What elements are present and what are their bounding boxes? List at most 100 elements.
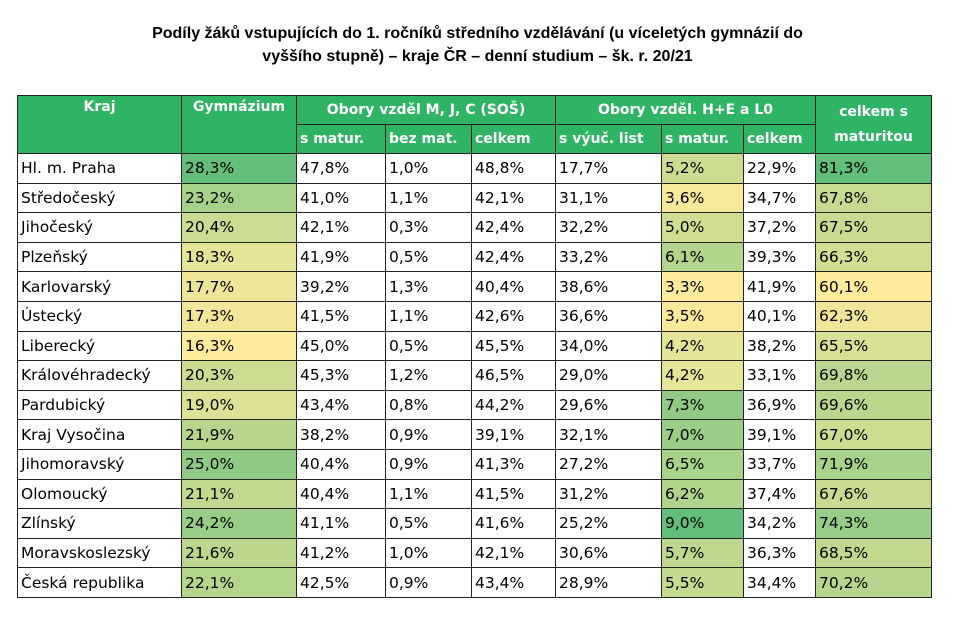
- cell-celkem-2: 39,1%: [743, 419, 816, 450]
- cell-s-matur: 41,2%: [296, 537, 386, 569]
- cell-total: 67,8%: [815, 182, 932, 214]
- table-row: Jihomoravský 25,0% 40,4% 0,9% 41,3% 27,2% 6,5%…: [17, 448, 932, 480]
- cell-gymnazium: 18,3%: [181, 241, 297, 273]
- table-row: Středočeský 23,2% 41,0% 1,1% 42,1% 31,1% 3,6% 3…: [17, 182, 932, 214]
- cell-gymnazium: 22,1%: [181, 567, 297, 598]
- cell-gymnazium: 20,4%: [181, 212, 297, 243]
- table-row: Hl. m. Praha 28,3% 47,8% 1,0% 48,8% 17,7% 5,2%…: [17, 153, 932, 184]
- cell-bez-mat: 1,1%: [385, 478, 472, 510]
- cell-s-vyuc: 29,0%: [555, 360, 662, 391]
- cell-bez-mat: 0,8%: [385, 389, 472, 421]
- cell-kraj: Karlovarský: [17, 271, 182, 302]
- cell-celkem: 41,6%: [471, 508, 556, 539]
- table-row: Moravskoslezský 21,6% 41,2% 1,0% 42,1% 30,6% 5…: [17, 537, 932, 569]
- table-row: Plzeňský 18,3% 41,9% 0,5% 42,4% 33,2% 6,1% 39,3…: [17, 241, 932, 273]
- cell-celkem-2: 39,3%: [743, 241, 816, 273]
- cell-s-matur-2: 5,2%: [661, 153, 744, 184]
- cell-celkem-2: 37,4%: [743, 478, 816, 510]
- cell-s-matur-2: 6,5%: [661, 448, 744, 480]
- cell-bez-mat: 0,9%: [385, 448, 472, 480]
- header-total-line-2: maturitou: [834, 128, 913, 145]
- cell-bez-mat: 1,2%: [385, 360, 472, 391]
- cell-celkem-2: 41,9%: [743, 271, 816, 302]
- cell-s-vyuc: 27,2%: [555, 448, 662, 480]
- cell-total: 71,9%: [815, 448, 932, 480]
- title-line-2: vyššího stupně) – kraje ČR – denní studi…: [262, 48, 693, 65]
- cell-gymnazium: 16,3%: [181, 330, 297, 362]
- cell-kraj: Česká republika: [17, 567, 182, 598]
- cell-celkem: 42,1%: [471, 182, 556, 214]
- cell-s-matur-2: 5,0%: [661, 212, 744, 243]
- cell-gymnazium: 20,3%: [181, 360, 297, 391]
- cell-celkem: 42,1%: [471, 537, 556, 569]
- cell-kraj: Zlínský: [17, 508, 182, 539]
- cell-celkem: 42,4%: [471, 212, 556, 243]
- cell-s-matur: 38,2%: [296, 419, 386, 450]
- table-row: Jihočeský 20,4% 42,1% 0,3% 42,4% 32,2% 5,0% 37,…: [17, 212, 932, 243]
- cell-s-matur-2: 3,6%: [661, 182, 744, 214]
- cell-celkem: 48,8%: [471, 153, 556, 184]
- cell-s-matur: 40,4%: [296, 478, 386, 510]
- cell-celkem: 39,1%: [471, 419, 556, 450]
- cell-s-matur: 43,4%: [296, 389, 386, 421]
- cell-kraj: Moravskoslezský: [17, 537, 182, 569]
- table-row: Zlínský 24,2% 41,1% 0,5% 41,6% 25,2% 9,0% 34,2%…: [17, 508, 932, 539]
- cell-gymnazium: 21,1%: [181, 478, 297, 510]
- cell-s-matur: 40,4%: [296, 448, 386, 480]
- table-row: Královéhradecký 20,3% 45,3% 1,2% 46,5% 29,0% 4…: [17, 360, 932, 391]
- cell-s-matur: 41,1%: [296, 508, 386, 539]
- cell-celkem-2: 33,1%: [743, 360, 816, 391]
- table-row: Liberecký 16,3% 45,0% 0,5% 45,5% 34,0% 4,2% 38,…: [17, 330, 932, 362]
- cell-bez-mat: 0,9%: [385, 567, 472, 598]
- cell-s-matur: 41,0%: [296, 182, 386, 214]
- header-s-matur: s matur.: [296, 124, 386, 154]
- cell-celkem: 41,3%: [471, 448, 556, 480]
- cell-celkem-2: 38,2%: [743, 330, 816, 362]
- cell-celkem-2: 33,7%: [743, 448, 816, 480]
- cell-celkem: 44,2%: [471, 389, 556, 421]
- cell-s-matur: 39,2%: [296, 271, 386, 302]
- header-s-vyuc: s výuč. list: [555, 124, 662, 154]
- cell-kraj: Pardubický: [17, 389, 182, 421]
- table-row: Olomoucký 21,1% 40,4% 1,1% 41,5% 31,2% 6,2% 37,…: [17, 478, 932, 510]
- cell-gymnazium: 28,3%: [181, 153, 297, 184]
- cell-total: 66,3%: [815, 241, 932, 273]
- cell-total: 67,6%: [815, 478, 932, 510]
- cell-total: 81,3%: [815, 153, 932, 184]
- table-title: Podíly žáků vstupujících do 1. ročníků s…: [0, 22, 955, 68]
- cell-celkem-2: 40,1%: [743, 300, 816, 332]
- cell-total: 69,6%: [815, 389, 932, 421]
- cell-total: 65,5%: [815, 330, 932, 362]
- header-total-line-1: celkem s: [839, 103, 908, 120]
- cell-kraj: Liberecký: [17, 330, 182, 362]
- cell-celkem: 45,5%: [471, 330, 556, 362]
- cell-celkem-2: 37,2%: [743, 212, 816, 243]
- cell-s-matur-2: 4,2%: [661, 360, 744, 391]
- cell-total: 67,0%: [815, 419, 932, 450]
- cell-gymnazium: 23,2%: [181, 182, 297, 214]
- cell-bez-mat: 0,3%: [385, 212, 472, 243]
- cell-celkem: 40,4%: [471, 271, 556, 302]
- cell-s-vyuc: 30,6%: [555, 537, 662, 569]
- cell-celkem-2: 34,2%: [743, 508, 816, 539]
- cell-celkem: 46,5%: [471, 360, 556, 391]
- table-row: Karlovarský 17,7% 39,2% 1,3% 40,4% 38,6% 3,3% 4…: [17, 271, 932, 302]
- cell-kraj: Kraj Vysočina: [17, 419, 182, 450]
- cell-celkem: 42,4%: [471, 241, 556, 273]
- cell-bez-mat: 0,5%: [385, 241, 472, 273]
- header-celkem-2: celkem: [743, 124, 816, 154]
- cell-s-matur-2: 3,5%: [661, 300, 744, 332]
- cell-kraj: Olomoucký: [17, 478, 182, 510]
- cell-gymnazium: 21,6%: [181, 537, 297, 569]
- cell-s-matur: 45,3%: [296, 360, 386, 391]
- cell-bez-mat: 1,0%: [385, 153, 472, 184]
- cell-gymnazium: 24,2%: [181, 508, 297, 539]
- cell-s-vyuc: 32,1%: [555, 419, 662, 450]
- cell-bez-mat: 0,5%: [385, 330, 472, 362]
- cell-s-matur: 42,5%: [296, 567, 386, 598]
- table-row: Kraj Vysočina 21,9% 38,2% 0,9% 39,1% 32,1% 7,0…: [17, 419, 932, 450]
- cell-total: 68,5%: [815, 537, 932, 569]
- cell-kraj: Plzeňský: [17, 241, 182, 273]
- cell-s-vyuc: 17,7%: [555, 153, 662, 184]
- title-line-1: Podíly žáků vstupujících do 1. ročníků s…: [152, 25, 803, 42]
